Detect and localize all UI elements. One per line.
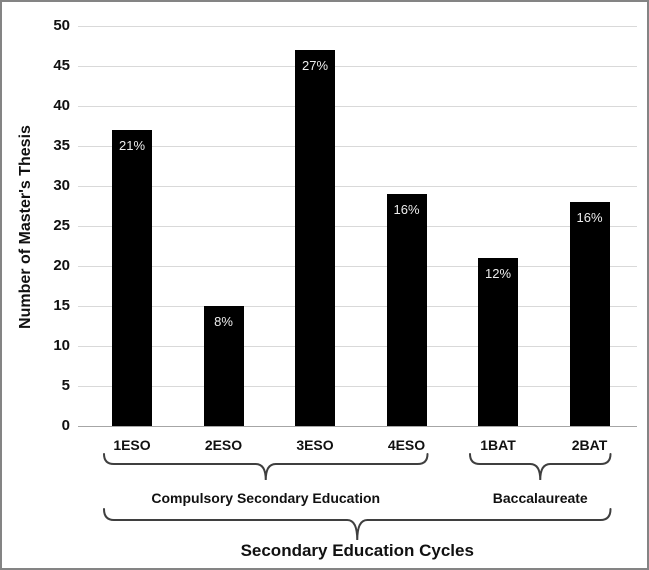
gridline <box>78 26 637 27</box>
bar-percentage-label: 27% <box>301 58 329 73</box>
bar-3eso <box>295 50 335 426</box>
x-tick-label-4eso: 4ESO <box>387 437 426 453</box>
y-tick-label: 10 <box>53 337 70 354</box>
gridline <box>78 306 637 307</box>
bar-percentage-label: 8% <box>214 314 233 329</box>
group-label-secondary-education-cycles: Secondary Education Cycles <box>240 541 474 560</box>
bar-1bat <box>478 258 518 426</box>
y-tick-label: 0 <box>61 417 70 434</box>
bracket-compulsory <box>103 453 429 481</box>
gridline <box>78 266 637 267</box>
bar-percentage-label: 16% <box>576 210 603 225</box>
gridline <box>78 346 637 347</box>
y-tick-label: 45 <box>53 57 70 74</box>
y-axis-title: Number of Master's Thesis <box>17 125 34 329</box>
x-tick-label-2bat: 2BAT <box>571 437 608 453</box>
y-tick-label: 40 <box>53 97 70 114</box>
gridline <box>78 146 637 147</box>
gridline <box>78 386 637 387</box>
y-tick-label: 20 <box>53 257 70 274</box>
bar-4eso <box>386 194 427 426</box>
x-axis-line <box>78 426 637 427</box>
gridline <box>78 106 637 107</box>
bar-2eso <box>203 306 244 426</box>
bar-percentage-label: 16% <box>393 202 420 217</box>
bracket-secondary-education-cycles <box>103 508 612 541</box>
y-tick-label: 5 <box>61 377 70 394</box>
y-tick-label: 25 <box>53 217 70 234</box>
group-label-baccalaureate: Baccalaureate <box>492 490 588 506</box>
y-tick-label: 30 <box>53 177 70 194</box>
bar-1eso <box>112 130 152 426</box>
x-tick-label-1eso: 1ESO <box>113 437 151 453</box>
gridline <box>78 186 637 187</box>
gridline <box>78 66 637 67</box>
y-tick-label: 15 <box>53 297 70 314</box>
x-tick-label-3eso: 3ESO <box>296 437 334 453</box>
bar-2bat <box>569 202 610 426</box>
group-label-compulsory-secondary-education: Compulsory Secondary Education <box>151 490 381 506</box>
gridline <box>78 226 637 227</box>
x-tick-label-2eso: 2ESO <box>204 437 243 453</box>
y-tick-label: 50 <box>53 17 70 34</box>
bar-percentage-label: 21% <box>118 138 146 153</box>
y-tick-label: 35 <box>53 137 70 154</box>
bar-percentage-label: 12% <box>484 266 512 281</box>
x-tick-label-1bat: 1BAT <box>480 437 516 453</box>
bracket-baccalaureate <box>469 453 612 481</box>
